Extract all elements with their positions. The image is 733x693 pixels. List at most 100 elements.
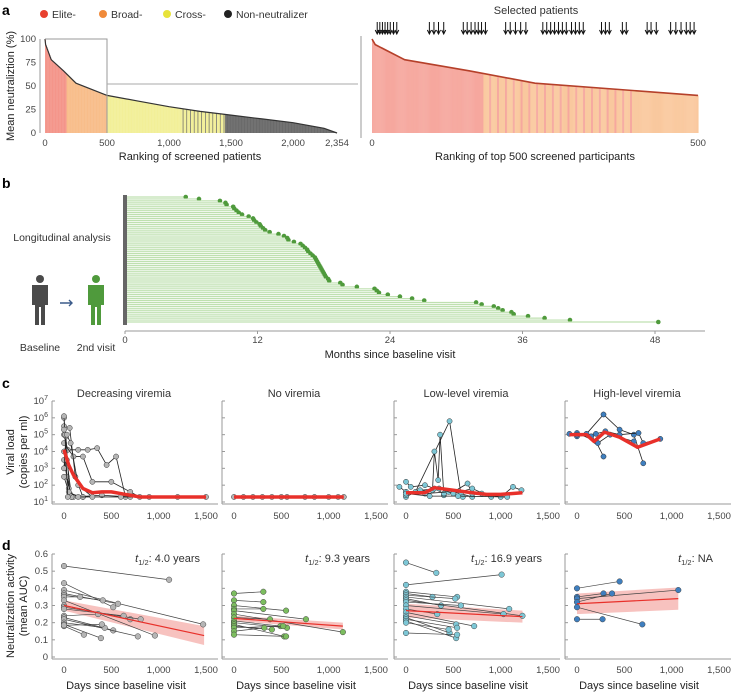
bar [327,129,328,133]
bar [400,57,402,134]
bar [544,83,545,133]
data-point [457,602,464,609]
selected-patient-arrow-icon [436,22,441,36]
bar [550,84,552,133]
bar [405,59,407,133]
bar [235,115,237,133]
bar [269,119,270,133]
paired-line [576,589,679,599]
bar [372,40,374,133]
bar [448,67,450,133]
zoom-box [45,38,108,133]
bar [604,88,606,133]
data-point [84,446,91,453]
bar [427,63,429,133]
bar [488,74,490,133]
bar [297,123,299,133]
second-visit-dot [276,231,281,237]
c-ylabel-2: (copies per ml) [18,416,30,489]
bar [452,67,453,133]
data-point [134,633,141,640]
bar [616,89,618,133]
x-tick-label: 500 [99,138,115,149]
bar [391,52,393,133]
bar [193,110,195,133]
paired-line [405,615,457,625]
bar [178,108,180,133]
d-xlabel: Days since baseline visit [236,680,356,692]
bar [466,70,468,133]
bar [408,60,409,133]
bar [674,93,676,133]
bar [291,122,293,133]
data-point [61,413,67,419]
bar [617,89,619,133]
bar [199,111,201,133]
bar [673,93,675,133]
bar [143,102,145,133]
x-tick-label: 500 [273,511,289,522]
y-tick-label: 0.1 [35,635,48,646]
bar [207,112,209,133]
bar [505,77,506,133]
bar [290,122,292,133]
y-tick-label: 101 [34,496,49,508]
data-point [506,605,513,612]
bar [641,91,643,133]
bar [222,114,224,133]
bar [161,105,163,133]
bar [47,50,49,134]
bar [301,124,303,133]
bar [169,106,171,133]
bar [500,76,501,133]
selected-patient-arrow-icon [668,22,674,36]
second-visit-dot [409,296,415,301]
data-point [446,418,453,425]
selected-patient-arrow-icon [653,22,659,36]
bar [273,120,275,133]
bar [217,113,219,133]
bar [270,119,272,133]
bar [572,85,574,133]
bar [201,111,203,133]
bar [189,109,191,133]
bar [117,97,119,133]
bar [534,83,536,133]
bar [188,109,190,133]
second-visit-dot [567,317,573,323]
bar [74,81,76,133]
bar [149,103,151,133]
data-point [114,600,122,607]
bar [613,89,615,133]
bar [196,110,197,133]
bar [225,114,227,133]
bar [230,115,232,133]
data-point [151,632,158,639]
bar [109,95,110,133]
bar [546,84,547,133]
x-tick-label: 0 [369,138,374,149]
data-point [66,425,73,431]
bar [78,84,80,133]
bar [309,125,311,133]
bar [426,63,428,134]
bar [265,119,267,133]
bar [486,74,488,133]
bar [580,86,582,133]
bar [652,92,654,133]
data-point [63,431,70,438]
bar [64,71,66,133]
paired-line [405,618,458,629]
fit-line [576,598,679,605]
bar [45,39,46,133]
selected-patient-arrow-icon [559,22,565,36]
bar [309,125,311,133]
data-point [261,624,268,631]
bar [314,126,316,133]
bar [442,66,444,133]
bar [566,85,568,133]
second-visit-dot [525,313,531,319]
bar [62,69,64,133]
bar [289,122,291,133]
data-point [471,623,478,630]
